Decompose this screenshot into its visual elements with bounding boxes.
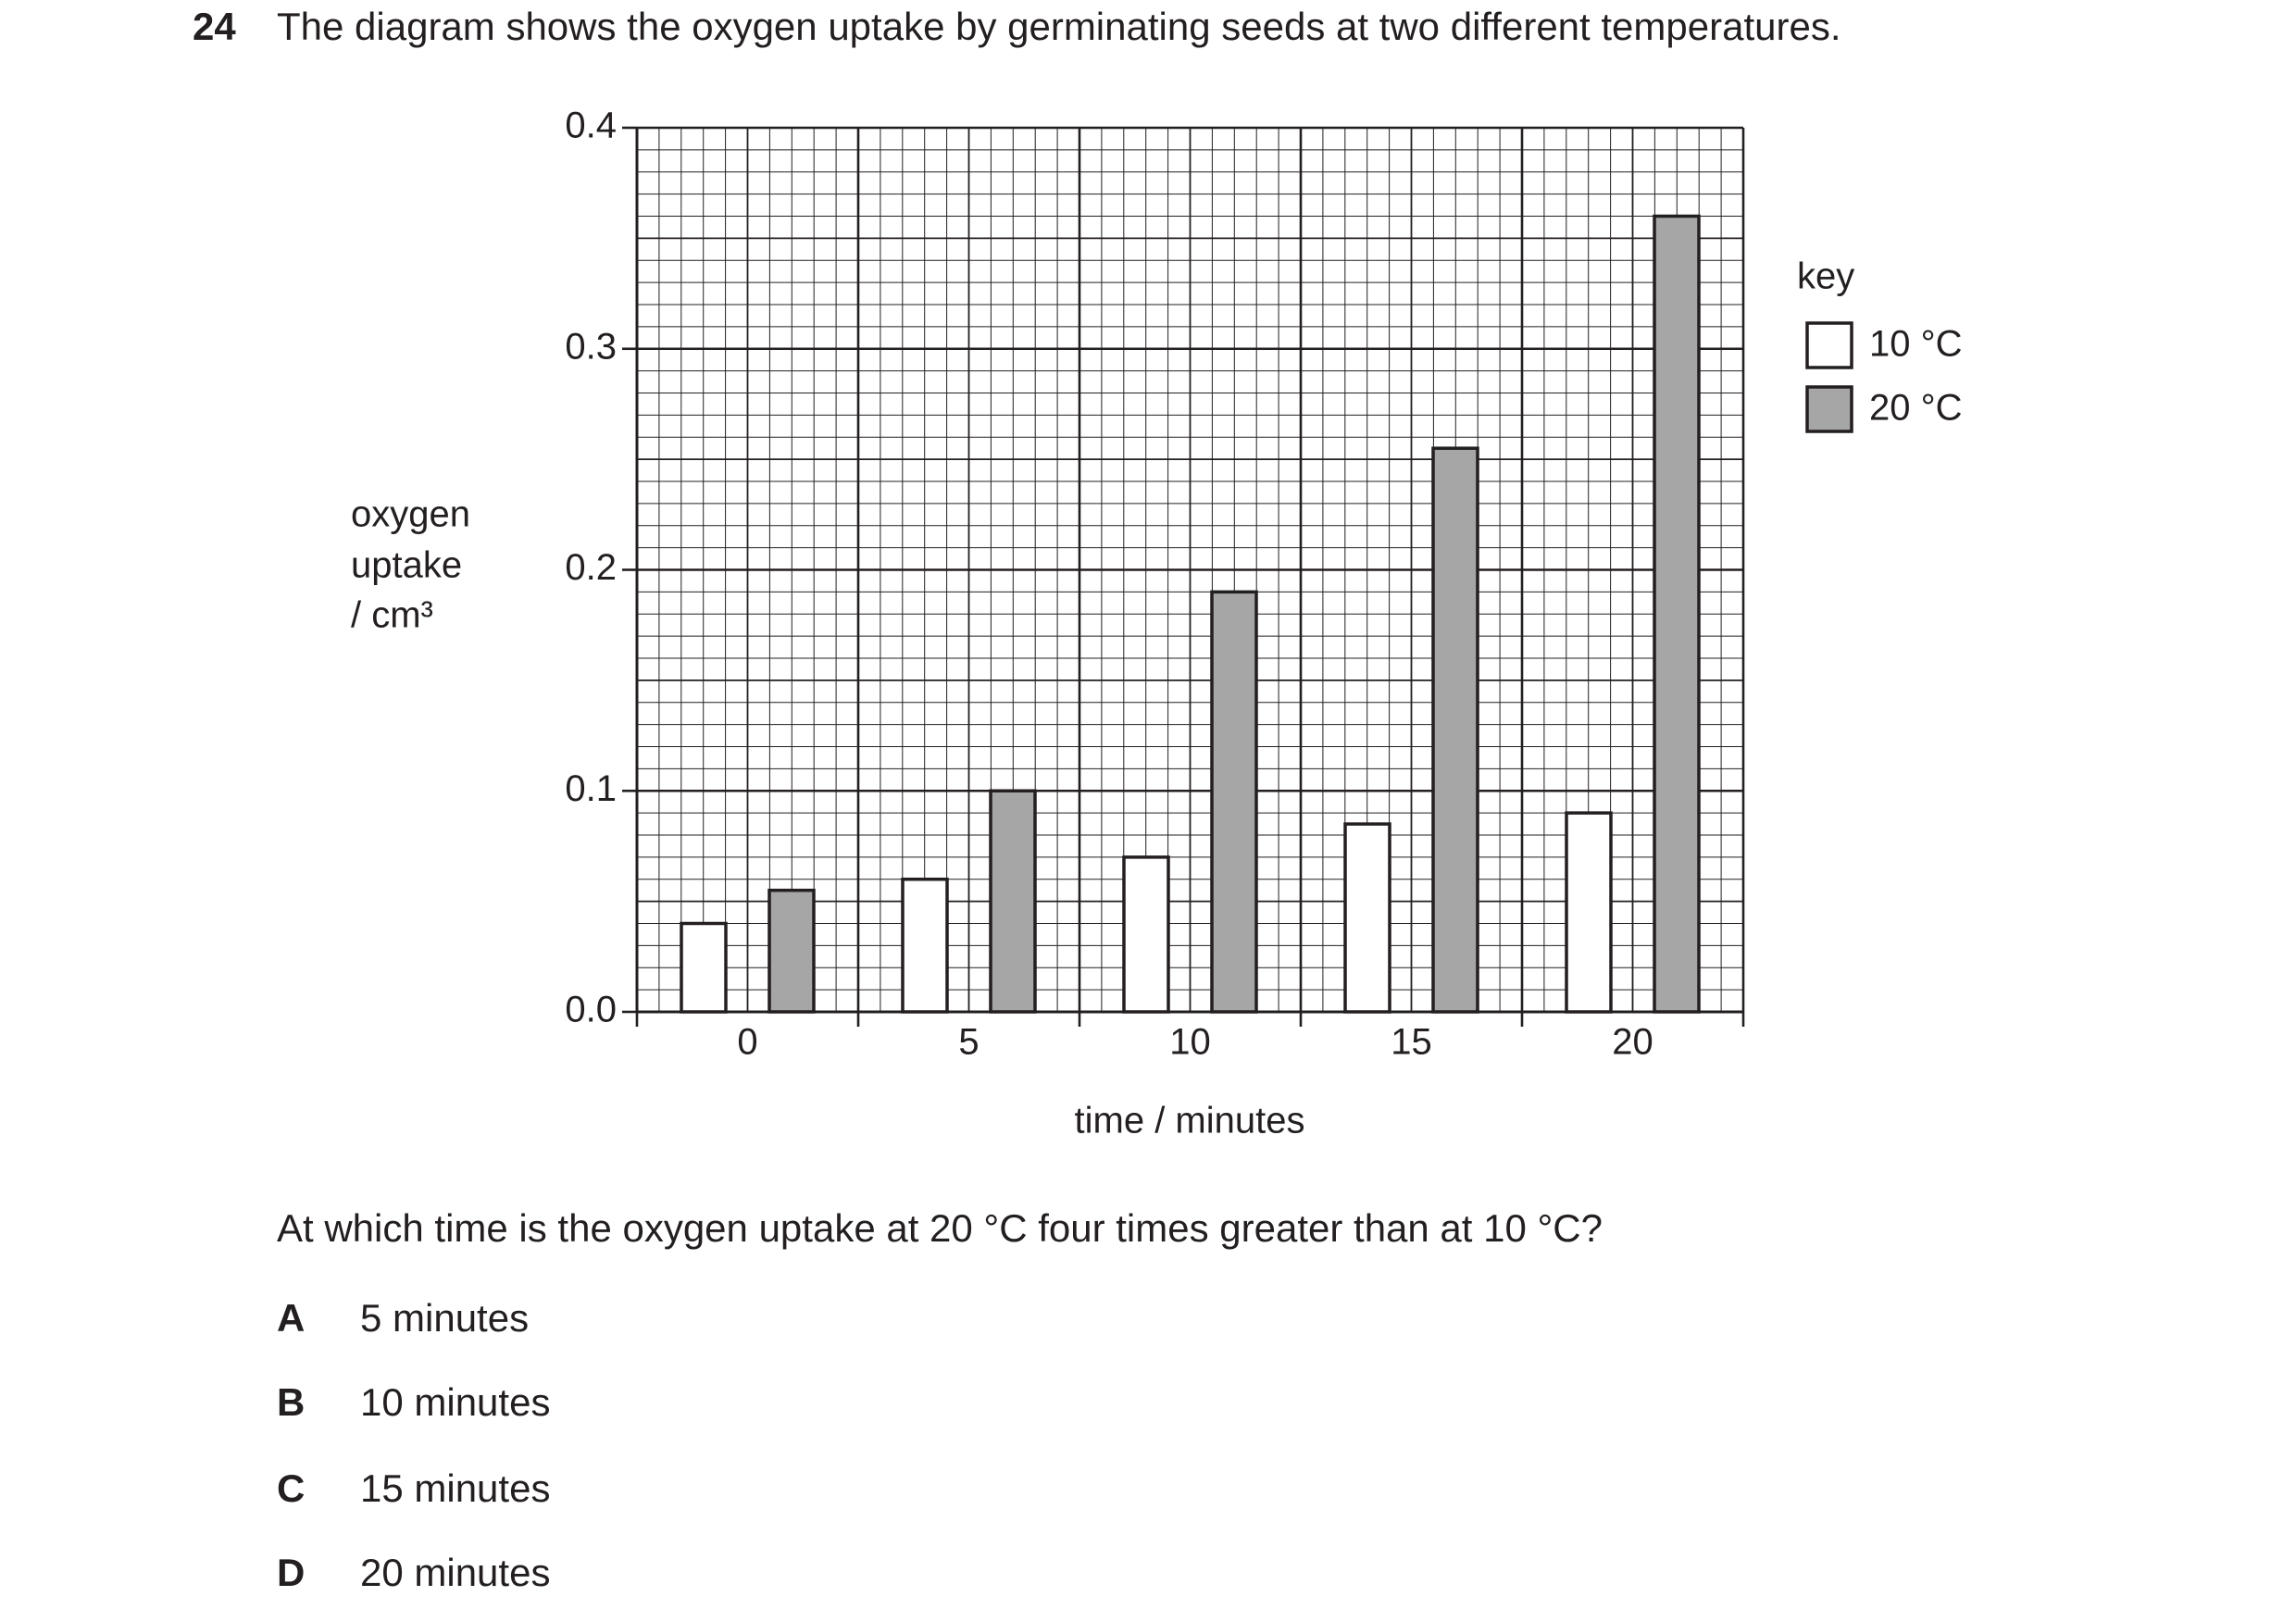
x-tick-label: 0	[737, 1022, 757, 1063]
x-tick-label: 10	[1169, 1022, 1211, 1063]
prompt: At which time is the oxygen uptake at 20…	[277, 1206, 1603, 1250]
y-axis-title: uptake	[351, 545, 462, 586]
bar	[1210, 590, 1258, 1014]
y-tick-label: 0.3	[565, 326, 617, 367]
option-letter: C	[277, 1466, 305, 1510]
legend-label: 10 °C	[1869, 324, 1963, 365]
y-tick-label: 0.4	[565, 106, 617, 146]
bar	[1431, 446, 1479, 1014]
option-letter: A	[277, 1296, 305, 1340]
bar	[767, 888, 816, 1014]
legend-swatch	[1805, 321, 1853, 369]
x-tick-label: 5	[958, 1022, 979, 1063]
option-text: 15 minutes	[360, 1466, 550, 1510]
y-tick-label: 0.2	[565, 547, 617, 588]
chart: oxygen uptake / cm³ time / minutes key 0…	[351, 106, 1963, 1141]
y-tick-label: 0.0	[565, 990, 617, 1030]
bar	[1343, 822, 1391, 1014]
legend-label: 20 °C	[1869, 388, 1963, 429]
option-letter: D	[277, 1551, 305, 1594]
bar	[989, 789, 1037, 1014]
question-text: The diagram shows the oxygen uptake by g…	[277, 5, 1841, 48]
option-letter: B	[277, 1380, 305, 1424]
x-tick-label: 20	[1612, 1022, 1653, 1063]
bar	[1565, 811, 1613, 1014]
legend-title: key	[1797, 256, 1854, 297]
y-axis-title: oxygen	[351, 494, 470, 535]
bar	[901, 878, 949, 1014]
option-text: 10 minutes	[360, 1380, 550, 1424]
bar	[1653, 214, 1701, 1014]
bar	[680, 921, 728, 1014]
option-text: 20 minutes	[360, 1551, 550, 1594]
legend-swatch	[1805, 385, 1853, 433]
y-axis-title: / cm³	[351, 595, 433, 636]
question-number: 24	[193, 5, 236, 48]
x-axis-title: time / minutes	[1075, 1101, 1305, 1141]
option-text: 5 minutes	[360, 1296, 529, 1340]
x-tick-label: 15	[1391, 1022, 1432, 1063]
bar	[1122, 855, 1170, 1014]
y-tick-label: 0.1	[565, 768, 617, 809]
